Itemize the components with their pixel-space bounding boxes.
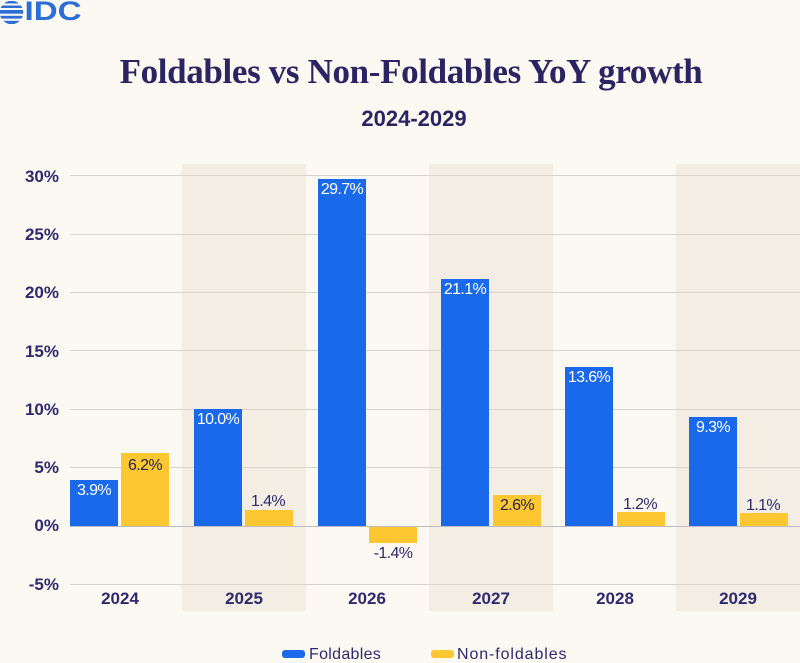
svg-text:IDC: IDC [25,1,82,26]
